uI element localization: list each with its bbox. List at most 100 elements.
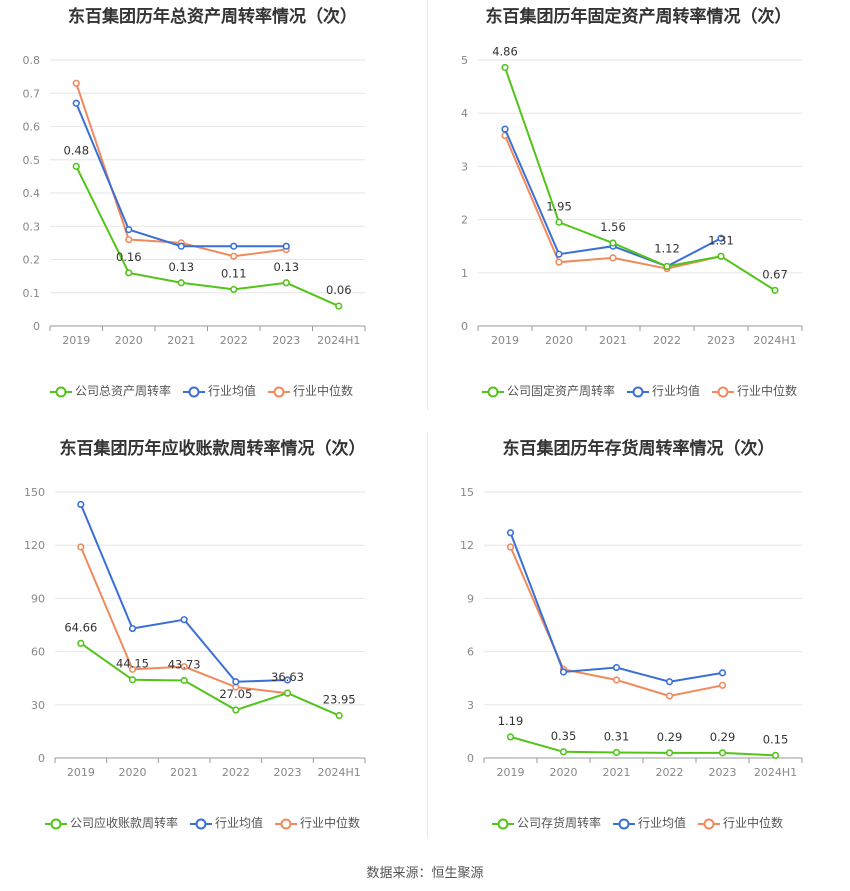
- data-label: 0.13: [273, 260, 299, 274]
- company-series-point[interactable]: [506, 733, 515, 741]
- legend-item-industry-average-series[interactable]: 行业均值: [183, 382, 256, 399]
- legend-item-company-series[interactable]: 公司总资产周转率: [50, 382, 171, 399]
- legend-label: 行业均值: [638, 816, 687, 830]
- legend-marker-icon: [183, 386, 206, 397]
- industry-median-series-point[interactable]: [718, 681, 727, 689]
- company-series-point[interactable]: [718, 749, 727, 757]
- industry-average-series-point[interactable]: [282, 242, 290, 250]
- industry-average-series-point[interactable]: [506, 529, 515, 537]
- x-tick-label: 2022: [222, 766, 250, 779]
- legend-item-industry-median-series[interactable]: 行业中位数: [275, 814, 360, 831]
- legend-item-industry-average-series[interactable]: 行业均值: [190, 814, 263, 831]
- industry-median-series-point[interactable]: [506, 543, 515, 551]
- x-tick-label: 2020: [119, 766, 147, 779]
- legend-item-company-series[interactable]: 公司存货周转率: [492, 814, 601, 831]
- legend-item-industry-median-series[interactable]: 行业中位数: [712, 382, 797, 399]
- industry-average-series-point[interactable]: [72, 99, 80, 107]
- company-series-point[interactable]: [128, 676, 137, 684]
- industry-average-series-point[interactable]: [77, 500, 85, 509]
- company-series-point[interactable]: [72, 162, 80, 170]
- x-tick-label: 2019: [62, 334, 90, 347]
- legend-marker-icon: [698, 818, 721, 829]
- industry-average-series-point[interactable]: [559, 668, 568, 676]
- x-tick-label: 2023: [274, 766, 302, 779]
- legend-item-industry-median-series[interactable]: 行业中位数: [698, 814, 783, 831]
- industry-average-series-point[interactable]: [177, 242, 185, 250]
- industry-average-series-point[interactable]: [718, 669, 727, 677]
- company-series-point[interactable]: [230, 285, 238, 294]
- industry-average-series-line: [509, 532, 723, 683]
- industry-median-series-point[interactable]: [77, 543, 85, 551]
- chart-panel-total-asset-turnover: 东百集团历年总资产周转率情况（次） 0 0.1 0.2 0.3 0.4 0.5 0.6 0.7…: [0, 0, 425, 410]
- company-series-point[interactable]: [501, 63, 509, 72]
- industry-average-series-point[interactable]: [555, 250, 563, 258]
- company-series-point[interactable]: [77, 639, 85, 647]
- industry-average-series-point[interactable]: [717, 234, 725, 242]
- company-series-point[interactable]: [609, 239, 617, 247]
- chart-fixed-asset-turnover: 0 1 2 3 4 5 2019 2020 2021 2022 2023 2024H1 4.86 1.95…: [461, 44, 803, 347]
- industry-median-series-point[interactable]: [72, 79, 80, 87]
- industry-average-series-point[interactable]: [125, 225, 133, 234]
- company-series-point[interactable]: [559, 748, 568, 756]
- industry-average-series-point[interactable]: [232, 678, 240, 686]
- legend-item-industry-average-series[interactable]: 行业均值: [613, 814, 686, 831]
- industry-median-series-point[interactable]: [609, 254, 617, 262]
- legend-marker-icon: [482, 386, 504, 397]
- industry-average-series-point[interactable]: [230, 242, 238, 250]
- industry-median-series-point[interactable]: [555, 258, 563, 266]
- legend-label: 公司固定资产周转率: [507, 384, 616, 398]
- legend-item-company-series[interactable]: 公司固定资产周转率: [482, 382, 615, 399]
- x-tick-label: 2020: [545, 334, 573, 347]
- company-series-point[interactable]: [771, 751, 780, 759]
- company-series-point[interactable]: [335, 302, 343, 310]
- y-tick-label: 0: [33, 320, 40, 333]
- company-series-point[interactable]: [555, 218, 563, 226]
- y-tick-label: 3: [461, 160, 468, 173]
- company-series-point[interactable]: [663, 262, 671, 271]
- company-series-line: [504, 67, 776, 292]
- company-series-point[interactable]: [771, 286, 779, 294]
- chart-title: 东百集团历年存货周转率情况（次）: [502, 439, 775, 459]
- company-series-point[interactable]: [232, 706, 240, 714]
- y-tick-label: 0.2: [23, 254, 41, 267]
- company-series-point[interactable]: [717, 252, 725, 260]
- company-series-point[interactable]: [335, 711, 343, 720]
- industry-median-series-point[interactable]: [128, 665, 137, 673]
- legend-marker-icon: [627, 386, 650, 397]
- industry-average-series-point[interactable]: [665, 678, 674, 686]
- company-series-point[interactable]: [282, 279, 290, 287]
- industry-median-series-point[interactable]: [180, 663, 188, 671]
- legend-marker-icon: [492, 818, 514, 829]
- legend-marker-icon: [613, 818, 636, 829]
- data-label: 0.15: [763, 732, 789, 746]
- legend-item-company-series[interactable]: 公司应收账款周转率: [45, 814, 178, 831]
- x-tick-label: 2021: [603, 766, 631, 779]
- industry-median-series-point[interactable]: [665, 692, 674, 700]
- company-series-point[interactable]: [177, 279, 185, 287]
- y-tick-label: 5: [461, 54, 468, 67]
- legend-item-industry-median-series[interactable]: 行业中位数: [268, 382, 353, 399]
- company-series-point[interactable]: [283, 689, 292, 697]
- industry-median-series-point[interactable]: [125, 235, 133, 244]
- company-series-line: [80, 642, 340, 717]
- legend-item-industry-average-series[interactable]: 行业均值: [627, 382, 700, 399]
- industry-median-series-point[interactable]: [612, 676, 621, 684]
- industry-median-series-point[interactable]: [230, 252, 238, 260]
- data-label: 44.15: [116, 657, 149, 671]
- chart-legend: 公司总资产周转率 行业均值 行业中位数: [50, 382, 365, 399]
- company-series-point[interactable]: [612, 748, 621, 757]
- industry-average-series-point[interactable]: [283, 676, 292, 684]
- company-series-point[interactable]: [665, 749, 674, 757]
- y-tick-label: 0.3: [23, 220, 41, 233]
- industry-average-series-point[interactable]: [501, 125, 509, 133]
- y-tick-label: 12: [460, 539, 474, 552]
- industry-average-series-point[interactable]: [612, 663, 621, 672]
- industry-average-series-point[interactable]: [180, 616, 188, 624]
- x-tick-label: 2023: [272, 334, 300, 347]
- legend-label: 行业均值: [208, 384, 257, 398]
- industry-average-series-point[interactable]: [128, 624, 137, 633]
- company-series-point[interactable]: [180, 676, 188, 685]
- data-label: 0.13: [168, 260, 194, 274]
- company-series-point[interactable]: [125, 269, 133, 277]
- company-series-line: [510, 735, 776, 757]
